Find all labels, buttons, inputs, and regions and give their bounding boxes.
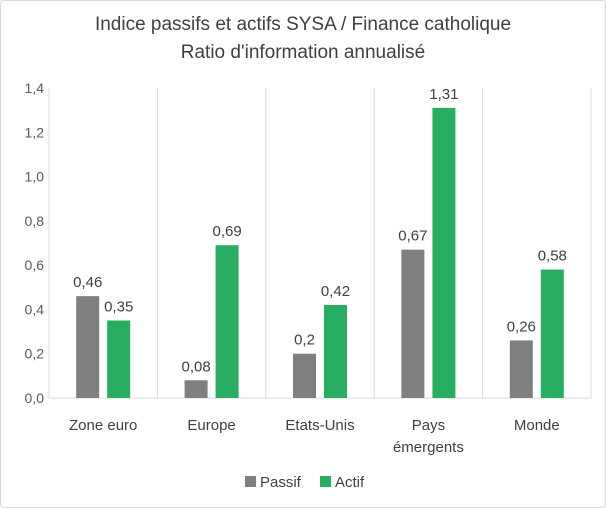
y-tick-label: 1,0 — [25, 169, 45, 185]
y-tick-label: 0,6 — [25, 257, 45, 273]
data-label: 0,67 — [398, 228, 427, 245]
x-tick-label: Zone euro — [69, 417, 137, 434]
bar-passif — [401, 249, 425, 398]
data-label: 1,31 — [429, 86, 458, 103]
data-label: 0,08 — [181, 358, 210, 375]
data-label: 0,26 — [507, 318, 536, 335]
legend-swatch-passif — [245, 476, 256, 487]
bar-actif — [432, 107, 456, 398]
y-tick-label: 1,2 — [25, 124, 45, 140]
bar-passif — [293, 353, 316, 398]
chart-subtitle: Ratio d'information annualisé — [180, 42, 426, 63]
legend-label-actif: Actif — [335, 474, 365, 491]
bar-actif — [540, 269, 564, 398]
bar-actif — [324, 305, 347, 398]
y-tick-label: 0,4 — [25, 301, 45, 317]
bar-actif — [215, 245, 239, 398]
x-tick-label: émergents — [393, 439, 464, 456]
data-label: 0,46 — [73, 274, 102, 291]
data-label: 0,69 — [212, 223, 241, 240]
bar-actif — [107, 320, 131, 398]
x-tick-label: Pays — [412, 417, 445, 434]
data-label: 0,58 — [538, 248, 567, 265]
bar-passif — [76, 296, 100, 398]
y-tick-label: 0,8 — [25, 213, 45, 229]
y-tick-label: 0,2 — [25, 346, 45, 362]
data-label: 0,42 — [321, 283, 350, 300]
legend-label-passif: Passif — [260, 474, 302, 491]
data-label: 0,2 — [294, 332, 315, 349]
legend-swatch-actif — [320, 476, 331, 487]
x-tick-label: Monde — [514, 417, 560, 434]
data-label: 0,35 — [104, 299, 133, 316]
x-tick-label: Europe — [187, 417, 235, 434]
bar-passif — [509, 340, 533, 398]
x-tick-label: Etats-Unis — [285, 417, 354, 434]
bar-passif — [184, 380, 208, 398]
chart-title: Indice passifs et actifs SYSA / Finance … — [94, 14, 512, 35]
y-tick-label: 1,4 — [25, 80, 45, 96]
y-tick-label: 0,0 — [25, 390, 45, 406]
